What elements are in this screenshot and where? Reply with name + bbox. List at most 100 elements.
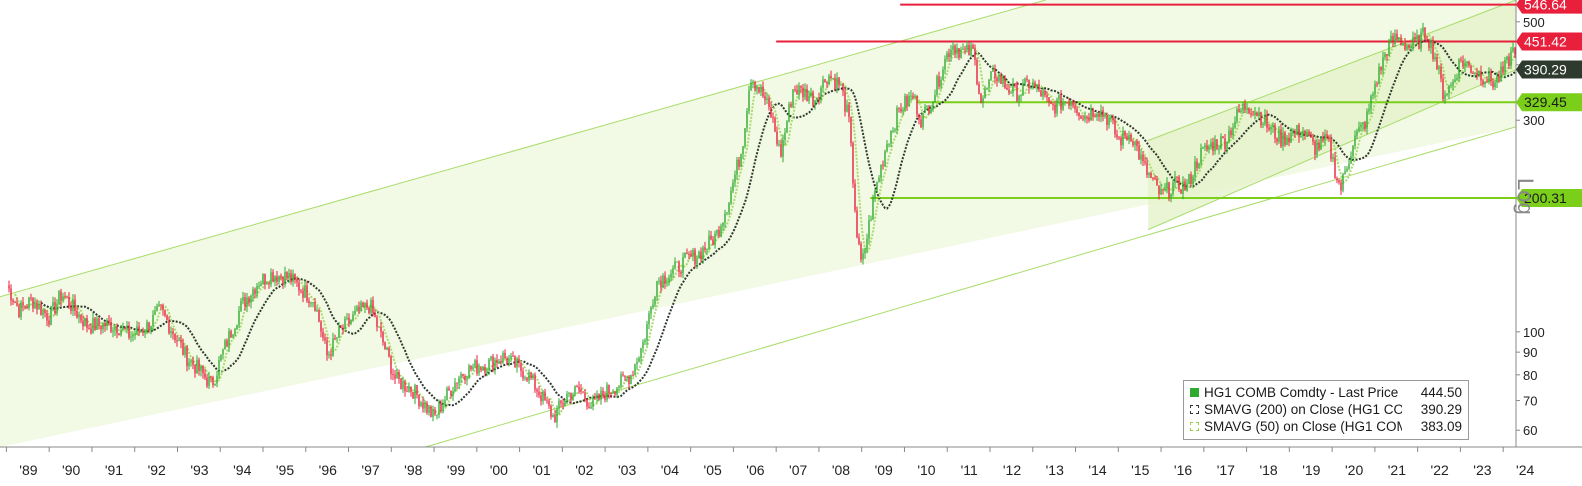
candle-body <box>380 326 382 332</box>
candle-body <box>1484 81 1486 84</box>
candle-body <box>246 297 248 307</box>
candle-body <box>150 325 152 331</box>
candle-body <box>60 291 62 301</box>
candle-body <box>568 392 570 394</box>
candle-body <box>210 376 212 378</box>
candle-body <box>472 366 474 370</box>
candle-body <box>120 330 122 336</box>
candle-body <box>1374 83 1376 95</box>
candle-body <box>400 379 402 390</box>
x-tick-label: '89 <box>19 462 37 478</box>
candle-body <box>988 79 990 88</box>
candle-body <box>632 374 634 376</box>
candle-body <box>598 393 600 400</box>
candle-body <box>1006 88 1008 90</box>
candle-body <box>1480 71 1482 81</box>
candle-body <box>242 297 244 301</box>
candle-body <box>942 69 944 80</box>
candle-body <box>1462 60 1464 67</box>
candle-body <box>260 283 262 286</box>
candle-body <box>1090 108 1092 121</box>
legend-swatch-icon <box>1190 388 1199 397</box>
candle-body <box>1420 32 1422 49</box>
candle-body <box>658 280 660 282</box>
candle-body <box>956 48 958 54</box>
candle-body <box>1510 51 1512 66</box>
candle-body <box>1380 66 1382 71</box>
candle-body <box>1322 137 1324 141</box>
candle-body <box>764 96 766 100</box>
candle-body <box>1234 121 1236 128</box>
candle-body <box>654 296 656 305</box>
candle-body <box>356 306 358 311</box>
candle-body <box>1106 115 1108 126</box>
candle-body <box>616 387 618 395</box>
candle-body <box>378 326 380 328</box>
candle-body <box>1308 131 1310 135</box>
x-tick-label: '15 <box>1131 462 1149 478</box>
candle-body <box>1108 117 1110 126</box>
candle-body <box>426 402 428 413</box>
candle-body <box>944 58 946 70</box>
candle-body <box>1362 122 1364 125</box>
candle-body <box>520 362 522 372</box>
candle-body <box>808 96 810 101</box>
candle-body <box>394 374 396 379</box>
candle-body <box>360 302 362 312</box>
x-tick-label: '93 <box>190 462 208 478</box>
candle-body <box>164 310 166 316</box>
candle-body <box>440 403 442 412</box>
candle-body <box>1100 110 1102 117</box>
candle-body <box>1164 188 1166 190</box>
candle-body <box>1142 154 1144 162</box>
candle-body <box>202 366 204 374</box>
candle-body <box>990 71 992 80</box>
candle-body <box>710 235 712 240</box>
candle-body <box>720 226 722 237</box>
candle-body <box>960 49 962 58</box>
candle-body <box>954 45 956 54</box>
candle-body <box>1208 146 1210 150</box>
candle-body <box>708 235 710 249</box>
candle-body <box>310 302 312 304</box>
candle-body <box>1004 77 1006 89</box>
candle-body <box>218 360 220 376</box>
x-tick-label: '07 <box>789 462 807 478</box>
candle-body <box>118 333 120 336</box>
candle-body <box>1042 90 1044 97</box>
x-tick-label: '23 <box>1473 462 1491 478</box>
candle-body <box>1102 110 1104 117</box>
candle-body <box>314 302 316 312</box>
candle-body <box>652 304 654 308</box>
candle-body <box>1388 40 1390 56</box>
candle-body <box>1210 142 1212 147</box>
candle-body <box>1432 40 1434 59</box>
channel-lower-short-term <box>1148 69 1517 231</box>
candle-body <box>386 347 388 350</box>
candle-body <box>834 78 836 90</box>
x-tick-label: '20 <box>1345 462 1363 478</box>
y-tick-label: 80 <box>1523 368 1537 383</box>
candle-body <box>166 315 168 321</box>
candle-body <box>58 291 60 304</box>
candle-body <box>1188 174 1190 184</box>
candle-body <box>34 302 36 309</box>
candle-body <box>512 355 514 357</box>
candle-body <box>690 254 692 257</box>
candle-body <box>398 372 400 380</box>
candle-body <box>1450 85 1452 87</box>
candle-body <box>1260 112 1262 126</box>
candle-body <box>760 86 762 93</box>
candle-body <box>692 249 694 257</box>
candle-body <box>820 87 822 100</box>
candle-body <box>666 282 668 284</box>
candle-body <box>1396 33 1398 40</box>
candle-body <box>526 377 528 381</box>
candle-body <box>1022 83 1024 96</box>
candle-body <box>1014 83 1016 85</box>
value-badge-text: 546.64 <box>1524 0 1567 13</box>
candle-body <box>404 381 406 392</box>
candle-body <box>1338 180 1340 183</box>
candle-body <box>716 229 718 234</box>
candle-body <box>284 271 286 285</box>
